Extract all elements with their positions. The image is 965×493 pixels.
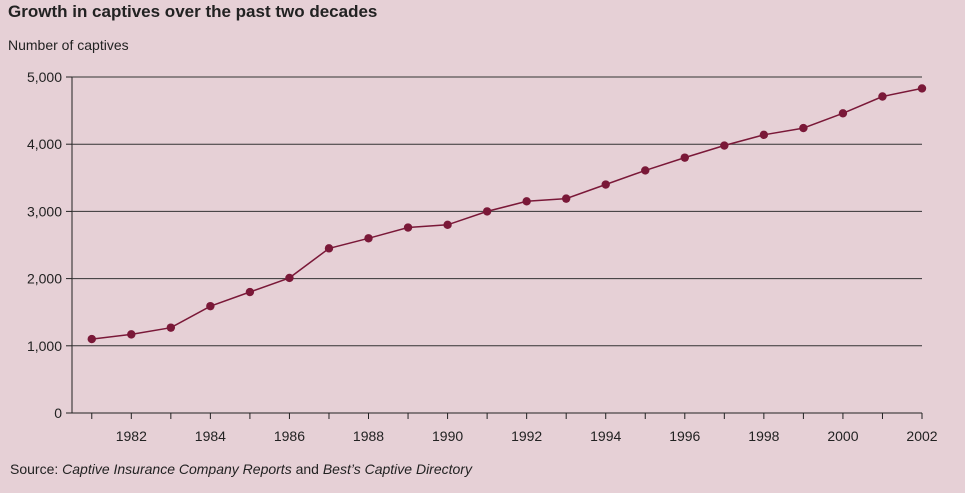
chart-title: Growth in captives over the past two dec…: [8, 2, 378, 21]
data-point: [838, 109, 848, 118]
data-point: [917, 84, 927, 93]
x-tick-label: 1988: [353, 428, 384, 444]
data-point: [403, 223, 413, 232]
gridlines: [66, 76, 922, 414]
y-tick-label: 5,000: [27, 69, 62, 85]
y-tick-label: 0: [54, 405, 62, 421]
data-point: [482, 207, 492, 216]
data-point: [324, 244, 334, 253]
data-point: [87, 334, 96, 344]
data-point: [759, 130, 769, 139]
data-point: [522, 197, 531, 206]
y-tick-labels: 0 1,000 2,000 3,000 4,000 5,000: [27, 69, 62, 421]
data-point: [878, 92, 887, 101]
y-tick-label: 1,000: [27, 338, 62, 354]
source-note: Source: Captive Insurance Company Report…: [10, 461, 472, 477]
data-point: [127, 330, 136, 339]
x-tick-label: 1986: [274, 428, 305, 444]
x-tick-label: 1996: [669, 428, 700, 444]
data-point: [720, 141, 729, 150]
x-tick-label: 1982: [116, 428, 147, 444]
source-ref-1: Captive Insurance Company Reports: [62, 461, 292, 477]
series-captives: [87, 84, 927, 344]
x-tick-label: 2002: [906, 428, 937, 444]
data-point: [245, 287, 255, 297]
data-point: [285, 273, 294, 283]
data-point: [641, 166, 650, 175]
data-point: [206, 301, 215, 311]
data-point: [561, 194, 571, 203]
x-tick-label: 1998: [748, 428, 779, 444]
source-prefix: Source:: [10, 461, 63, 477]
data-point: [364, 234, 373, 243]
y-tick-label: 3,000: [27, 203, 62, 219]
x-tick-label: 1990: [432, 428, 463, 444]
source-conj: and: [291, 461, 323, 477]
data-point: [799, 123, 808, 133]
series-line: [91, 87, 923, 340]
x-tick-label: 1984: [195, 428, 226, 444]
data-point: [166, 323, 176, 332]
data-point: [680, 153, 689, 162]
x-tick-labels: 1982 1984 1986 1988 1990 1992 1994 1996 1998 2000…: [91, 413, 938, 444]
data-point: [443, 220, 452, 230]
data-point: [601, 180, 610, 189]
x-tick-label: 1994: [590, 428, 621, 444]
x-tick-label: 2000: [827, 428, 858, 444]
y-tick-label: 4,000: [27, 136, 62, 152]
x-tick-label: 1992: [511, 428, 542, 444]
y-axis-label: Number of captives: [8, 37, 129, 53]
source-ref-2: Best’s Captive Directory: [322, 461, 472, 477]
y-tick-label: 2,000: [27, 271, 62, 287]
